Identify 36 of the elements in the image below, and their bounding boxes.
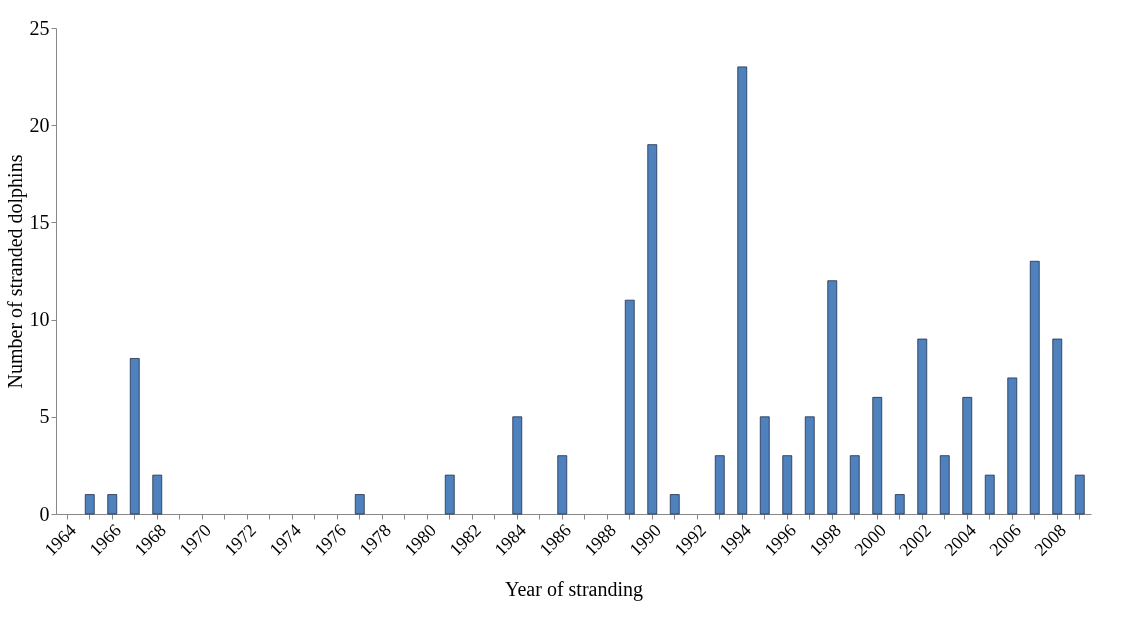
bar <box>129 358 140 515</box>
bar <box>512 416 523 515</box>
bar <box>714 455 725 515</box>
y-tick-label: 0 <box>39 502 50 525</box>
y-tick-label: 25 <box>29 16 50 39</box>
bar <box>872 396 883 515</box>
bar <box>759 416 770 515</box>
bar <box>107 494 118 515</box>
bar <box>827 280 838 515</box>
y-tick-label: 5 <box>39 405 50 428</box>
bar <box>1007 377 1018 515</box>
bar <box>557 455 568 515</box>
bar <box>669 494 680 515</box>
bar <box>624 299 635 515</box>
bar <box>782 455 793 515</box>
bar <box>647 144 658 515</box>
bar <box>1074 474 1085 515</box>
bar <box>1029 260 1040 515</box>
y-tick-label: 15 <box>29 210 50 233</box>
y-tick-label: 20 <box>29 113 50 136</box>
bar <box>962 396 973 515</box>
bar <box>354 494 365 515</box>
y-axis-title: Number of stranded dolphins <box>3 154 27 389</box>
bar <box>737 66 748 515</box>
bar <box>152 474 163 515</box>
bar <box>939 455 950 515</box>
bar <box>804 416 815 515</box>
x-axis-title: Year of stranding <box>505 577 643 601</box>
bar <box>1052 338 1063 515</box>
bar <box>84 494 95 515</box>
bar <box>849 455 860 515</box>
y-tick-label: 10 <box>29 308 50 331</box>
bar <box>444 474 455 515</box>
bar <box>984 474 995 515</box>
bar <box>894 494 905 515</box>
bar <box>917 338 928 515</box>
